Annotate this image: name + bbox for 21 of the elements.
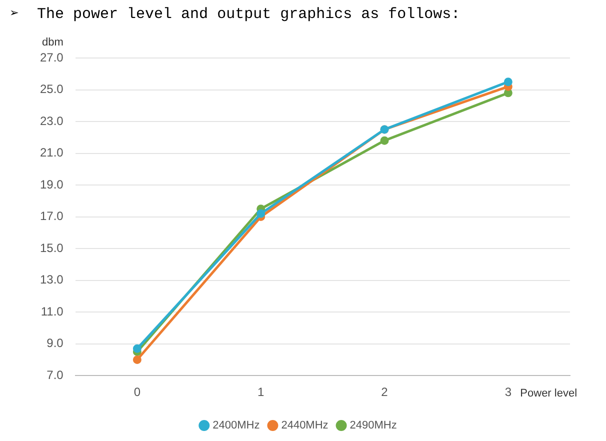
x-tick-label: 0: [134, 385, 141, 400]
y-tick-label: 9.0: [46, 336, 64, 350]
legend-label: 2400MHz: [212, 420, 260, 432]
legend-label: 2440MHz: [281, 420, 328, 432]
y-tick-label: 21.0: [40, 146, 64, 160]
y-tick-label: 23.0: [40, 114, 64, 128]
y-tick-label: 17.0: [40, 209, 64, 224]
y-tick-label: 11.0: [40, 304, 64, 318]
y-tick-label: 27.0: [40, 50, 64, 64]
x-tick-label: 3: [504, 385, 512, 400]
x-tick-label: 2: [381, 385, 388, 400]
y-tick-label: 7.0: [46, 368, 64, 382]
y-tick-label: 15.0: [40, 240, 64, 255]
legend-label: 2490MHz: [350, 420, 397, 432]
y-tick-label: 25.0: [40, 82, 64, 96]
y-tick-label: 13.0: [40, 272, 64, 287]
chart-title: ➢ The power level and output graphics as follows:: [10, 5, 460, 23]
x-axis-title: Power level: [520, 388, 578, 400]
y-axis-title: dbm: [42, 36, 64, 49]
x-tick-label: 1: [258, 385, 265, 400]
y-tick-label: 19.0: [40, 177, 64, 192]
